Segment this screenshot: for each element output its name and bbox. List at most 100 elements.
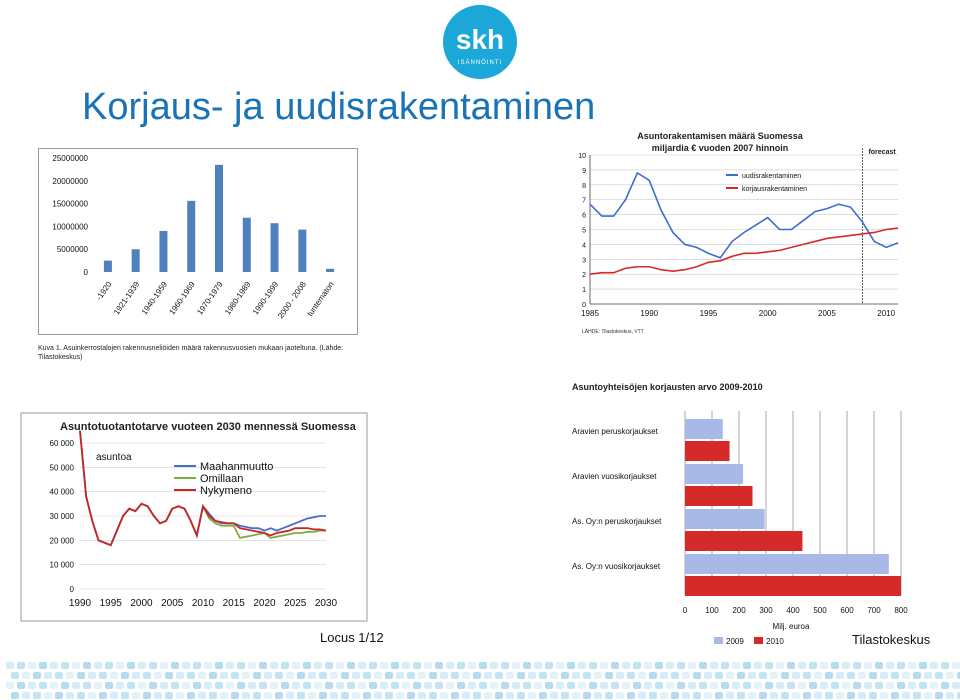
decorative-dot (413, 662, 421, 669)
decorative-dot (820, 682, 828, 689)
decorative-dot (869, 672, 877, 679)
chart3-legend-label: Maahanmuutto (200, 461, 273, 473)
decorative-dot (754, 682, 762, 689)
decorative-dot (341, 672, 349, 679)
decorative-dot (407, 672, 415, 679)
decorative-dot (930, 662, 938, 669)
chart1-bar (326, 268, 335, 272)
decorative-dot (418, 672, 426, 679)
decorative-dot (853, 662, 861, 669)
decorative-dot (501, 682, 509, 689)
chart1-x-tick-label: 1980-1989 (223, 280, 253, 317)
decorative-dot (897, 662, 905, 669)
decorative-dot (550, 672, 558, 679)
chart3-x-tick-label: 1995 (100, 598, 123, 609)
decorative-dot (748, 672, 756, 679)
chart1-bar (270, 223, 279, 272)
decorative-dot (594, 692, 602, 699)
chart2-series-korjausrakentaminen (589, 227, 899, 275)
decorative-dot (319, 692, 327, 699)
decorative-dot (655, 662, 663, 669)
chart3-x-tick-label: 2015 (223, 598, 246, 609)
decorative-dot (941, 662, 949, 669)
decorative-dot (110, 692, 118, 699)
decorative-dot (759, 692, 767, 699)
decorative-dot (941, 682, 949, 689)
decorative-dot (666, 662, 674, 669)
decorative-dot (374, 672, 382, 679)
decorative-dot (44, 692, 52, 699)
decorative-dot (517, 692, 525, 699)
decorative-dot (820, 662, 828, 669)
decorative-dot (924, 672, 932, 679)
decorative-dot (231, 672, 239, 679)
decorative-dot (583, 692, 591, 699)
chart2-x-tick-label: 1995 (700, 309, 718, 318)
decorative-dot-band (6, 662, 960, 699)
decorative-dot (248, 662, 256, 669)
decorative-dot (556, 662, 564, 669)
decorative-dot (737, 692, 745, 699)
decorative-dot (391, 662, 399, 669)
decorative-dot (930, 682, 938, 689)
decorative-dot (649, 672, 657, 679)
decorative-dot (660, 672, 668, 679)
decorative-dot (627, 692, 635, 699)
decorative-dot (220, 692, 228, 699)
decorative-dot (561, 692, 569, 699)
decorative-dot (737, 672, 745, 679)
decorative-dot (176, 672, 184, 679)
decorative-dot (616, 672, 624, 679)
decorative-dot (72, 682, 80, 689)
chart1-y-tick-label: 25000000 (52, 154, 88, 163)
decorative-dot (204, 682, 212, 689)
decorative-dot (380, 682, 388, 689)
decorative-dot (204, 662, 212, 669)
decorative-dot (946, 692, 954, 699)
decorative-dot (875, 682, 883, 689)
chart1-bar (131, 249, 140, 272)
decorative-dot (297, 692, 305, 699)
decorative-dot (253, 692, 261, 699)
chart3-legend-label: Omillaan (200, 473, 243, 485)
decorative-dot (363, 692, 371, 699)
decorative-dot (726, 672, 734, 679)
decorative-dot (836, 692, 844, 699)
decorative-dot (94, 662, 102, 669)
decorative-dot (303, 662, 311, 669)
decorative-dot (193, 682, 201, 689)
decorative-dot (429, 692, 437, 699)
chart2-x-tick-label: 1990 (640, 309, 658, 318)
decorative-dot (143, 672, 151, 679)
decorative-dot (385, 672, 393, 679)
chart2-x-tick-label: 2000 (759, 309, 777, 318)
decorative-dot (132, 692, 140, 699)
chart4-x-tick-label: 0 (683, 606, 688, 615)
chart3-x-tick-label: 2020 (253, 598, 276, 609)
chart2-y-tick-label: 10 (578, 153, 586, 160)
decorative-dot (495, 692, 503, 699)
decorative-dot (479, 662, 487, 669)
decorative-dot (264, 672, 272, 679)
decorative-dot (633, 662, 641, 669)
decorative-dot (501, 662, 509, 669)
chart3-x-tick-label: 2000 (130, 598, 153, 609)
decorative-dot (781, 692, 789, 699)
decorative-dot (165, 692, 173, 699)
decorative-dot (880, 692, 888, 699)
decorative-dot (198, 672, 206, 679)
decorative-dot (127, 662, 135, 669)
decorative-dot (358, 662, 366, 669)
chart4-repair-value-2009-2010: Asuntoyhteisöjen korjausten arvo 2009-20… (572, 382, 908, 646)
chart1-y-tick-label: 0 (84, 268, 89, 277)
decorative-dot (264, 692, 272, 699)
decorative-dot (28, 682, 36, 689)
chart2-x-tick-label: 1985 (581, 309, 599, 318)
chart1-bar (103, 260, 112, 272)
decorative-dot (176, 692, 184, 699)
chart4-x-tick-label: 600 (840, 606, 854, 615)
chart1-bar (298, 229, 307, 272)
decorative-dot (396, 672, 404, 679)
decorative-dot (715, 692, 723, 699)
decorative-dot (275, 692, 283, 699)
